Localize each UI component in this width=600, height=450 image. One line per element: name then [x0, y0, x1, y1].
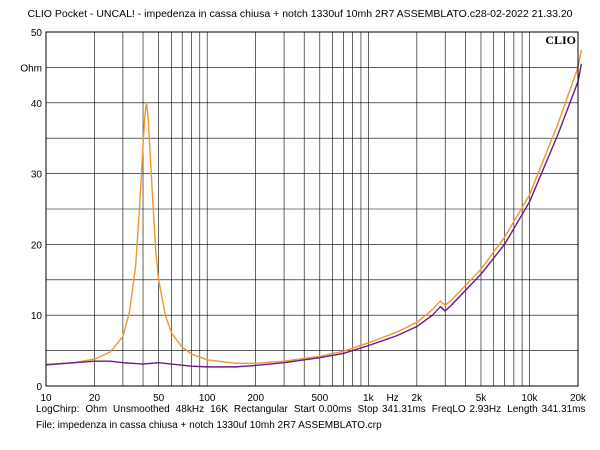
plot-frame: [45, 31, 579, 387]
info-freqlo: FreqLO 2.93Hz: [431, 404, 502, 415]
info-stop: Stop 341.31ms: [357, 404, 426, 415]
file-name: File: impedenza in cassa chiusa + notch …: [36, 420, 382, 431]
y-tick-label: 0: [36, 382, 42, 393]
info-length: Length 341.31ms: [507, 404, 586, 415]
series-lines: [45, 49, 583, 368]
x-tick-label: 50: [153, 393, 165, 404]
measurement-info: LogChirp: Ohm Unsmoothed 48kHz 16K Rectangula…: [36, 404, 591, 415]
info-mode: LogChirp:: [36, 404, 80, 415]
x-tick-label: 20: [89, 393, 101, 404]
y-tick-label: 50: [31, 28, 43, 39]
info-start: Start 0.00ms: [293, 404, 352, 415]
info-window: Rectangular: [233, 404, 288, 415]
info-size: 16K: [210, 404, 228, 415]
x-tick-label: 200: [247, 393, 264, 404]
x-axis-label: Hz: [386, 393, 398, 404]
y-tick-label: 20: [31, 240, 43, 251]
y-tick-label: 40: [31, 99, 43, 110]
info-rate: 48kHz: [175, 404, 205, 415]
x-tick-label: 100: [199, 393, 216, 404]
x-tick-label: 1k: [363, 393, 375, 404]
x-tick-label: 5k: [476, 393, 488, 404]
y-tick-label: 30: [31, 170, 43, 181]
y-tick-label: 10: [31, 311, 43, 322]
x-tick-label: 10k: [521, 393, 538, 404]
x-tick-label: 2k: [412, 393, 424, 404]
series-line-1: [45, 49, 583, 366]
grid-lines: [45, 31, 579, 387]
x-tick-label: 10: [40, 393, 52, 404]
y-axis-label: Ohm: [20, 63, 42, 74]
x-tick-label: 500: [311, 393, 328, 404]
chart-title: CLIO Pocket - UNCAL! - impedenza in cass…: [27, 8, 573, 20]
info-unit: Ohm: [85, 404, 108, 415]
x-tick-label: 20k: [570, 393, 587, 404]
clio-logo: CLIO: [545, 33, 576, 47]
series-line-2: [45, 63, 583, 368]
info-smoothing: Unsmoothed: [113, 404, 170, 415]
